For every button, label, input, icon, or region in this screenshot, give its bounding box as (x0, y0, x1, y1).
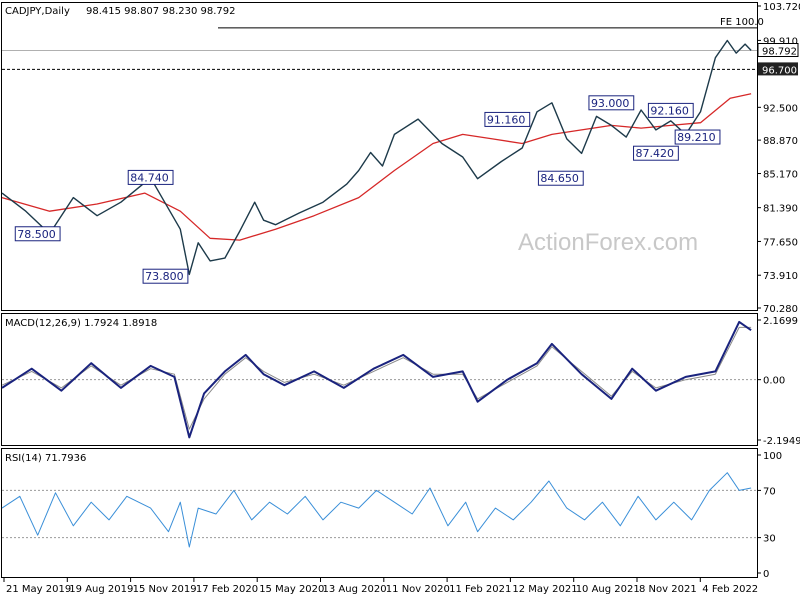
price-line (1, 39, 752, 276)
x-tick-label: 17 Feb 2020 (196, 584, 258, 595)
x-tick-label: 15 Nov 2019 (133, 584, 197, 595)
price-tick-label: 81.390 (763, 204, 798, 215)
price-annotation-label: 73.800 (145, 270, 184, 283)
support-price-tag (758, 62, 798, 76)
x-tick-label: 19 Aug 2019 (69, 584, 133, 595)
price-annotation-box (674, 129, 721, 145)
price-axis: 103.720 99.910 96.700 92.500 88.870 85.170 81.… (757, 2, 800, 315)
price-series (1, 39, 752, 276)
rsi-axis: 100 70 30 0 (2, 451, 782, 580)
price-annotation-box (588, 95, 635, 111)
x-tick-label: 15 May 2020 (259, 584, 324, 595)
macd-tick-label: -2.1949 (763, 436, 800, 447)
symbol-label: CADJPY,Daily (5, 6, 70, 17)
rsi-title: RSI(14) 71.7936 (5, 453, 86, 464)
price-tick-label: 85.170 (763, 170, 798, 181)
watermark: ActionForex.com (518, 229, 698, 256)
x-tick-label: 8 Nov 2021 (639, 584, 697, 595)
price-grid: FE 100.0 (2, 17, 764, 70)
macd-title: MACD(12,26,9) 1.7924 1.8918 (5, 318, 157, 329)
price-tick-label: 73.910 (763, 271, 798, 282)
price-annotation-box (142, 268, 189, 284)
rsi-line (1, 472, 752, 548)
price-tick-label: 88.870 (763, 136, 798, 147)
price-annotation-box (633, 145, 679, 161)
ohlc-readout: 98.415 98.807 98.230 98.792 (86, 6, 236, 17)
rsi-tick-label: 70 (763, 486, 776, 497)
support-price-text: 96.700 (762, 65, 797, 76)
x-tick-label: 21 May 2019 (6, 584, 71, 595)
price-annotation-label: 78.500 (17, 228, 56, 241)
price-annotation-label: 87.420 (636, 147, 675, 160)
macd-signal-line (1, 326, 752, 430)
rsi-tick-label: 30 (763, 534, 776, 545)
price-tick-label: 99.910 (763, 36, 798, 47)
rsi-panel-frame (1, 448, 758, 578)
price-annotation-label: 93.000 (591, 97, 630, 110)
price-annotation-box (484, 111, 531, 127)
price-annotation-label: 89.210 (677, 131, 716, 144)
rsi-tick-label: 0 (763, 569, 769, 580)
price-annotation-label: 91.160 (487, 113, 525, 126)
price-annotation-box (127, 169, 174, 185)
rsi-tick-label: 100 (763, 451, 782, 462)
current-price-text: 98.792 (762, 47, 797, 58)
rsi-series (1, 472, 752, 548)
price-tick-label: 103.720 (763, 2, 800, 13)
x-tick-label: 13 Aug 2020 (323, 584, 387, 595)
fib-level-label: FE 100.0 (720, 17, 764, 28)
price-tick-label: 77.650 (763, 237, 798, 248)
price-annotation-box (537, 170, 584, 186)
current-price-tag (757, 43, 799, 58)
price-annotation-label: 84.650 (540, 172, 579, 185)
macd-axis: 2.1699 0.00 -2.1949 (2, 316, 800, 447)
price-annotation-box (647, 102, 694, 118)
moving-average-line (1, 93, 752, 241)
price-annotation-label: 84.740 (130, 171, 169, 184)
macd-tick-label: 0.00 (763, 376, 785, 387)
macd-series (1, 320, 752, 439)
price-annotation-label: 92.160 (650, 104, 689, 117)
price-panel-frame (1, 2, 758, 311)
price-tick-label: 70.280 (763, 304, 798, 315)
price-tick-label: 92.500 (763, 103, 798, 114)
x-tick-label: 11 Nov 2020 (386, 584, 450, 595)
x-tick-label: 10 Aug 2021 (576, 584, 640, 595)
price-annotation-box (14, 226, 61, 242)
macd-tick-label: 2.1699 (763, 316, 798, 327)
price-annotations: 78.500 84.740 73.800 91.160 84.650 93.000 92.1… (14, 95, 721, 284)
macd-line (1, 320, 752, 439)
x-tick-label: 12 May 2021 (512, 584, 577, 595)
x-tick-label: 4 Feb 2022 (702, 584, 758, 595)
x-tick-label: 11 Feb 2021 (449, 584, 511, 595)
